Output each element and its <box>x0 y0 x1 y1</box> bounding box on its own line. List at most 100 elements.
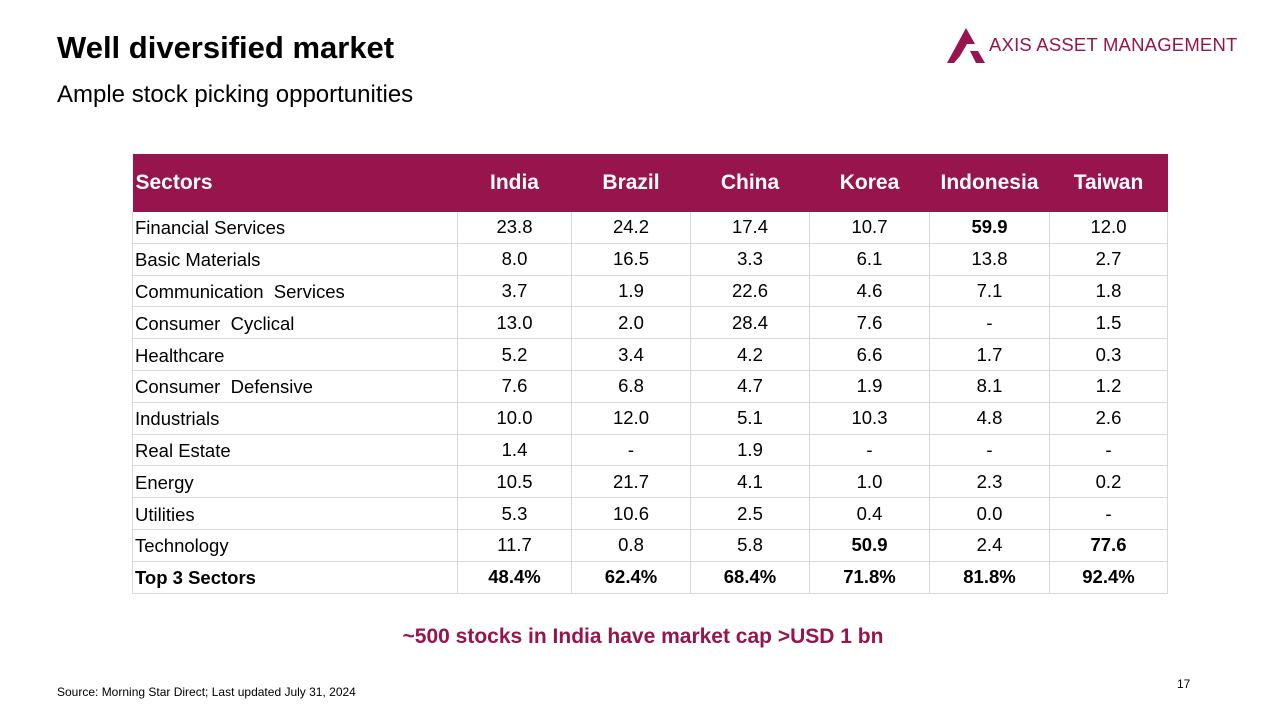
value-cell: 11.7 <box>457 528 572 562</box>
top-3-sectors-row: Top 3 Sectors 48.4% 62.4% 68.4% 71.8% 81… <box>132 560 1168 594</box>
value-cell: 1.9 <box>571 274 691 308</box>
sector-name-cell: Consumer Defensive <box>132 369 458 403</box>
value-cell: 21.7 <box>571 465 691 499</box>
value-cell: 4.6 <box>809 274 930 308</box>
value-cell: 13.8 <box>929 242 1050 276</box>
sector-name-cell: Healthcare <box>132 338 458 371</box>
column-header: Brazil <box>571 154 691 212</box>
axis-triangle-icon <box>947 28 985 63</box>
value-cell: - <box>809 433 930 467</box>
column-header: Sectors <box>132 154 458 212</box>
value-cell: 10.3 <box>809 401 930 435</box>
value-cell: 4.7 <box>690 369 810 403</box>
value-cell: 10.6 <box>571 497 691 530</box>
value-cell: - <box>1049 433 1168 467</box>
column-header: China <box>690 154 810 212</box>
value-cell: 0.0 <box>929 497 1050 530</box>
value-cell: - <box>929 433 1050 467</box>
value-cell: 1.8 <box>1049 274 1168 308</box>
value-cell: 2.4 <box>929 528 1050 562</box>
table-row: Technology 11.7 0.8 5.8 50.9 2.4 77.6 <box>132 528 1168 562</box>
value-cell: 50.9 <box>809 528 930 562</box>
value-cell: 23.8 <box>457 212 572 244</box>
sector-name-cell: Technology <box>132 528 458 562</box>
source-note: Source: Morning Star Direct; Last update… <box>57 685 356 699</box>
value-cell: 1.2 <box>1049 369 1168 403</box>
value-cell: 5.8 <box>690 528 810 562</box>
sector-name-cell: Industrials <box>132 401 458 435</box>
column-header: Korea <box>809 154 930 212</box>
value-cell: 2.0 <box>571 306 691 340</box>
table-cell: 81.8% <box>929 560 1050 594</box>
value-cell: 1.9 <box>809 369 930 403</box>
value-cell: - <box>571 433 691 467</box>
value-cell: 28.4 <box>690 306 810 340</box>
value-cell: 7.1 <box>929 274 1050 308</box>
market-cap-callout: ~500 stocks in India have market cap >US… <box>402 625 884 648</box>
value-cell: 5.2 <box>457 338 572 371</box>
value-cell: 12.0 <box>571 401 691 435</box>
table-row: Communication Services 3.7 1.9 22.6 4.6 7.1 1.… <box>132 274 1168 308</box>
value-cell: 1.7 <box>929 338 1050 371</box>
value-cell: 2.5 <box>690 497 810 530</box>
value-cell: 5.3 <box>457 497 572 530</box>
column-header: Taiwan <box>1049 154 1168 212</box>
value-cell: 5.1 <box>690 401 810 435</box>
value-cell: 1.5 <box>1049 306 1168 340</box>
value-cell: 3.7 <box>457 274 572 308</box>
sector-name-cell: Energy <box>132 465 458 499</box>
page-number: 17 <box>1177 677 1191 691</box>
value-cell: - <box>1049 497 1168 530</box>
value-cell: 8.1 <box>929 369 1050 403</box>
table-body: Financial Services 23.8 24.2 17.4 10.7 59.9 12… <box>132 212 1168 594</box>
value-cell: 1.4 <box>457 433 572 467</box>
value-cell: 10.7 <box>809 212 930 244</box>
value-cell: 0.3 <box>1049 338 1168 371</box>
value-cell: - <box>929 306 1050 340</box>
value-cell: 6.8 <box>571 369 691 403</box>
table-cell: 71.8% <box>809 560 930 594</box>
value-cell: 59.9 <box>929 212 1050 244</box>
value-cell: 22.6 <box>690 274 810 308</box>
value-cell: 3.4 <box>571 338 691 371</box>
value-cell: 7.6 <box>809 306 930 340</box>
table-row: Basic Materials 8.0 16.5 3.3 6.1 13.8 2.7 <box>132 242 1168 276</box>
slide-title: Well diversified market <box>57 30 395 65</box>
value-cell: 0.4 <box>809 497 930 530</box>
table-cell: 92.4% <box>1049 560 1168 594</box>
column-header: India <box>457 154 572 212</box>
value-cell: 16.5 <box>571 242 691 276</box>
table-row: Consumer Defensive 7.6 6.8 4.7 1.9 8.1 1.2 <box>132 369 1168 403</box>
sector-name-cell: Basic Materials <box>132 242 458 276</box>
value-cell: 24.2 <box>571 212 691 244</box>
value-cell: 10.0 <box>457 401 572 435</box>
value-cell: 4.2 <box>690 338 810 371</box>
value-cell: 8.0 <box>457 242 572 276</box>
value-cell: 1.0 <box>809 465 930 499</box>
value-cell: 77.6 <box>1049 528 1168 562</box>
table-row: Healthcare 5.2 3.4 4.2 6.6 1.7 0.3 <box>132 338 1168 371</box>
column-header: Indonesia <box>929 154 1050 212</box>
table-row: Real Estate 1.4-1.9- - - <box>132 433 1168 467</box>
table-cell: 68.4% <box>690 560 810 594</box>
value-cell: 3.3 <box>690 242 810 276</box>
table-header-row: Sectors India Brazil China Korea Indones… <box>132 154 1168 212</box>
value-cell: 4.8 <box>929 401 1050 435</box>
table-row: Energy 10.5 21.7 4.1 1.0 2.3 0.2 <box>132 465 1168 499</box>
slide-subtitle: Ample stock picking opportunities <box>57 81 414 108</box>
value-cell: 0.8 <box>571 528 691 562</box>
sector-name-cell: Financial Services <box>132 212 458 244</box>
table-cell: 48.4% <box>457 560 572 594</box>
value-cell: 13.0 <box>457 306 572 340</box>
table-row: Consumer Cyclical 13.0 2.0 28.4 7.6-1.5 <box>132 306 1168 340</box>
table-cell: Top 3 Sectors <box>132 560 458 594</box>
sector-name-cell: Real Estate <box>132 433 458 467</box>
value-cell: 0.2 <box>1049 465 1168 499</box>
value-cell: 1.9 <box>690 433 810 467</box>
value-cell: 17.4 <box>690 212 810 244</box>
value-cell: 6.1 <box>809 242 930 276</box>
sector-name-cell: Utilities <box>132 497 458 530</box>
value-cell: 2.7 <box>1049 242 1168 276</box>
value-cell: 10.5 <box>457 465 572 499</box>
value-cell: 2.6 <box>1049 401 1168 435</box>
